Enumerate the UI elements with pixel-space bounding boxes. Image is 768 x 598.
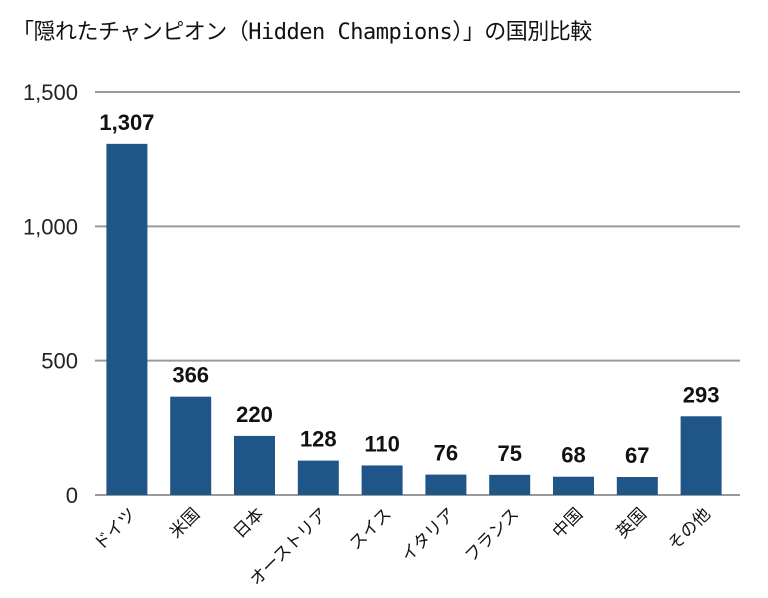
- category-label: その他: [664, 504, 714, 554]
- bar-1: [170, 396, 212, 495]
- chart-title: 「隠れたチャンピオン（Hidden Champions）」の国別比較: [12, 20, 592, 45]
- bar-6: [489, 474, 531, 495]
- data-label: 75: [497, 441, 521, 466]
- category-label: ドイツ: [90, 504, 140, 554]
- y-tick-label: 1,500: [23, 80, 78, 105]
- y-tick-label: 0: [66, 483, 78, 508]
- data-label: 293: [683, 382, 720, 407]
- data-label: 220: [236, 402, 273, 427]
- bar-4: [361, 465, 403, 495]
- bar-5: [425, 474, 467, 495]
- bar-8: [616, 476, 658, 495]
- data-label: 128: [300, 427, 337, 452]
- y-axis-tick-labels: 0 500 1,000 1,500: [23, 80, 78, 508]
- category-label: 米国: [166, 504, 204, 542]
- data-label: 366: [172, 363, 209, 388]
- category-label: スイス: [346, 504, 396, 554]
- bar-7: [553, 476, 594, 495]
- data-labels: 1,307 366 220 128 110 76 75 68 67 293: [99, 110, 719, 468]
- data-label: 76: [434, 441, 458, 466]
- data-label: 110: [364, 431, 400, 456]
- data-label: 67: [625, 443, 649, 468]
- data-label: 1,307: [99, 110, 154, 135]
- y-tick-label: 1,000: [23, 214, 78, 239]
- bar-0: [106, 143, 148, 495]
- bars: [106, 143, 722, 495]
- y-tick-label: 500: [41, 349, 78, 374]
- data-label: 68: [561, 443, 585, 468]
- category-label: 英国: [613, 504, 651, 542]
- category-label: 日本: [230, 504, 268, 542]
- category-label: イタリア: [398, 504, 460, 566]
- category-label: フランス: [461, 504, 523, 566]
- category-label: 中国: [549, 504, 587, 542]
- bar-9: [680, 416, 722, 495]
- bar-2: [234, 435, 275, 495]
- bar-3: [297, 460, 339, 495]
